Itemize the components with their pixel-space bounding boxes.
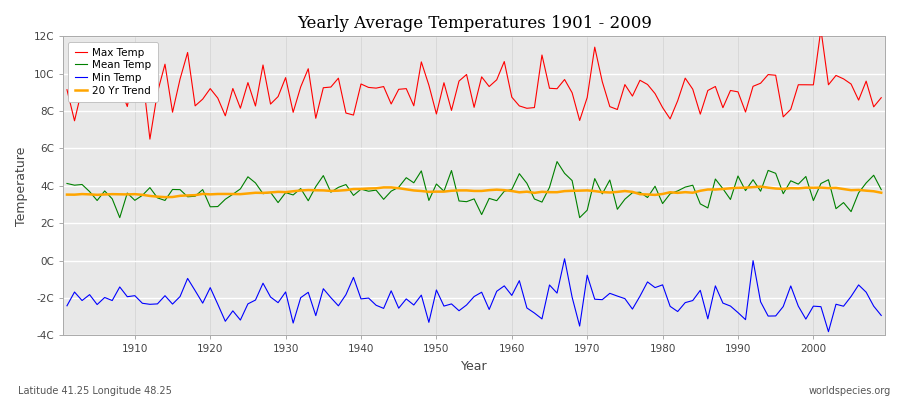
Min Temp xyxy=(876,313,886,318)
Mean Temp xyxy=(876,187,886,192)
Max Temp xyxy=(61,87,72,92)
Line: 20 Yr Trend: 20 Yr Trend xyxy=(67,186,881,197)
Max Temp xyxy=(507,95,517,100)
Title: Yearly Average Temperatures 1901 - 2009: Yearly Average Temperatures 1901 - 2009 xyxy=(297,15,652,32)
Min Temp xyxy=(61,303,72,308)
20 Yr Trend xyxy=(122,192,132,197)
Mean Temp xyxy=(507,187,517,192)
Min Temp xyxy=(605,291,616,296)
Line: Max Temp: Max Temp xyxy=(67,29,881,139)
20 Yr Trend xyxy=(159,195,170,200)
20 Yr Trend xyxy=(876,190,886,195)
20 Yr Trend xyxy=(340,188,351,192)
20 Yr Trend xyxy=(507,189,517,194)
Min Temp xyxy=(559,256,570,261)
Mean Temp xyxy=(514,171,525,176)
20 Yr Trend xyxy=(755,184,766,189)
Mean Temp xyxy=(295,186,306,191)
Mean Temp xyxy=(612,207,623,212)
Line: Min Temp: Min Temp xyxy=(67,259,881,332)
Mean Temp xyxy=(61,181,72,186)
Mean Temp xyxy=(552,159,562,164)
Min Temp xyxy=(333,304,344,308)
Mean Temp xyxy=(130,198,140,203)
Mean Temp xyxy=(114,215,125,220)
Min Temp xyxy=(507,293,517,298)
Max Temp xyxy=(876,95,886,100)
Line: Mean Temp: Mean Temp xyxy=(67,162,881,218)
Max Temp xyxy=(514,104,525,108)
Min Temp xyxy=(288,321,299,326)
X-axis label: Year: Year xyxy=(461,360,488,373)
Max Temp xyxy=(340,111,351,116)
Max Temp xyxy=(605,104,616,109)
Min Temp xyxy=(122,294,132,299)
Max Temp xyxy=(295,84,306,89)
Min Temp xyxy=(499,284,509,288)
Max Temp xyxy=(122,104,132,109)
Text: worldspecies.org: worldspecies.org xyxy=(809,386,891,396)
20 Yr Trend xyxy=(605,190,616,195)
Max Temp xyxy=(145,137,156,142)
Legend: Max Temp, Mean Temp, Min Temp, 20 Yr Trend: Max Temp, Mean Temp, Min Temp, 20 Yr Tre… xyxy=(68,42,158,102)
Min Temp xyxy=(824,329,834,334)
20 Yr Trend xyxy=(295,188,306,193)
Max Temp xyxy=(815,27,826,32)
Mean Temp xyxy=(340,182,351,187)
20 Yr Trend xyxy=(514,190,525,195)
Text: Latitude 41.25 Longitude 48.25: Latitude 41.25 Longitude 48.25 xyxy=(18,386,172,396)
Y-axis label: Temperature: Temperature xyxy=(15,146,28,226)
20 Yr Trend xyxy=(61,192,72,197)
